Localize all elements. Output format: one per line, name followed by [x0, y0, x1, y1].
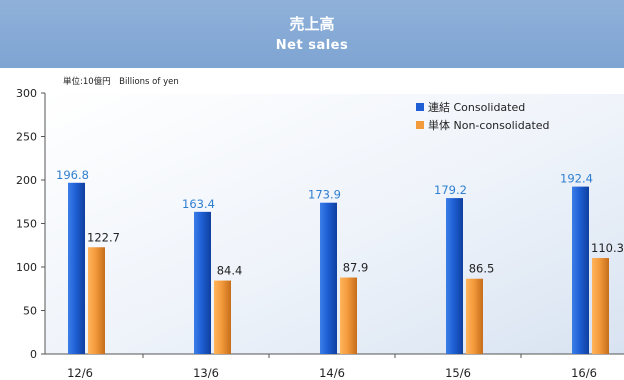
x-tick-label: 12/6	[67, 366, 93, 380]
bar-non-consolidated	[340, 277, 357, 354]
data-label-non-consolidated: 110.3	[591, 241, 624, 255]
legend-swatch-non-consolidated	[416, 121, 424, 129]
y-tick-label: 300	[16, 87, 37, 100]
legend-swatch-consolidated	[416, 103, 424, 111]
data-label-non-consolidated: 84.4	[217, 264, 243, 278]
x-tick-label: 15/6	[445, 366, 471, 380]
chart-header: 売上高 Net sales	[0, 0, 624, 68]
y-tick-label: 50	[23, 305, 37, 318]
y-tick-label: 150	[16, 218, 37, 231]
x-tick-label: 14/6	[319, 366, 345, 380]
y-axis: 0 50 100 150 200 250 300	[16, 87, 46, 361]
bar-non-consolidated	[214, 280, 231, 354]
x-axis: 12/6 13/6 14/6 15/6 16/6	[45, 353, 624, 380]
bar-consolidated	[446, 198, 463, 354]
bar-consolidated	[320, 202, 337, 354]
y-tick-label: 250	[16, 131, 37, 144]
bar-consolidated	[194, 211, 211, 354]
bar-non-consolidated	[466, 278, 483, 354]
bar-non-consolidated	[592, 258, 609, 354]
bar-consolidated	[68, 182, 85, 354]
chart-title-en: Net sales	[275, 38, 349, 53]
x-tick-label: 16/6	[571, 366, 597, 380]
legend-label-non-consolidated: 単体 Non-consolidated	[428, 118, 550, 132]
legend-label-consolidated: 連結 Consolidated	[428, 100, 525, 114]
data-label-consolidated: 179.2	[434, 183, 467, 197]
y-tick-label: 100	[16, 261, 37, 274]
x-tick-label: 13/6	[193, 366, 219, 380]
data-label-consolidated: 163.4	[182, 197, 215, 211]
data-label-non-consolidated: 122.7	[87, 230, 120, 244]
data-label-non-consolidated: 86.5	[469, 262, 495, 276]
y-tick-label: 200	[16, 174, 37, 187]
chart-title-ja: 売上高	[289, 15, 335, 33]
data-label-consolidated: 173.9	[308, 188, 341, 202]
data-label-consolidated: 196.8	[56, 168, 89, 182]
bars: 196.8 122.7 163.4 84.4 173.9 87.9 179.2 86.5 192…	[56, 168, 624, 354]
legend: 連結 Consolidated 単体 Non-consolidated	[416, 100, 550, 132]
data-label-non-consolidated: 87.9	[343, 261, 369, 275]
data-label-consolidated: 192.4	[560, 172, 593, 186]
unit-label: 単位:10億円 Billions of yen	[63, 76, 179, 87]
y-tick-label: 0	[30, 348, 37, 361]
bar-non-consolidated	[88, 247, 105, 354]
bar-consolidated	[572, 186, 589, 354]
